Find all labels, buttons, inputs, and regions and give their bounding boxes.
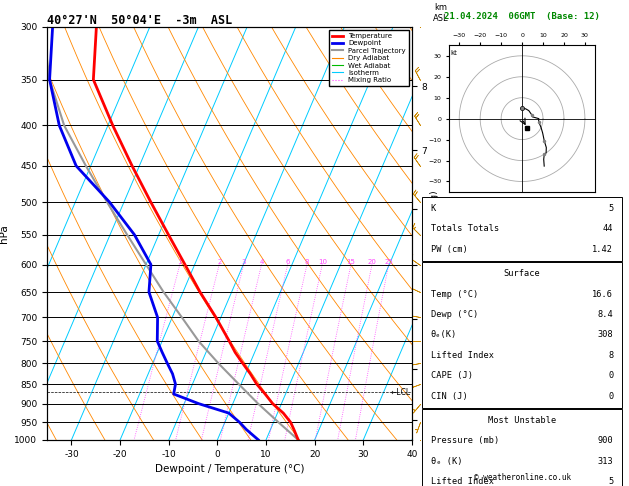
- Text: 4: 4: [259, 259, 264, 264]
- Text: CIN (J): CIN (J): [431, 392, 467, 400]
- Text: Lifted Index: Lifted Index: [431, 477, 494, 486]
- Text: PW (cm): PW (cm): [431, 245, 467, 254]
- Text: 44: 44: [603, 225, 613, 233]
- Text: Most Unstable: Most Unstable: [488, 416, 556, 425]
- Text: km
ASL: km ASL: [433, 3, 449, 22]
- Text: CAPE (J): CAPE (J): [431, 371, 473, 380]
- Text: 10: 10: [318, 259, 326, 264]
- Bar: [423, 262, 621, 408]
- Text: 8: 8: [304, 259, 309, 264]
- Text: 0: 0: [608, 371, 613, 380]
- Bar: [423, 197, 621, 261]
- Text: Lifted Index: Lifted Index: [431, 351, 494, 360]
- Text: 1.42: 1.42: [593, 245, 613, 254]
- Text: Dewp (°C): Dewp (°C): [431, 310, 478, 319]
- Text: 40°27'N  50°04'E  -3m  ASL: 40°27'N 50°04'E -3m ASL: [47, 14, 233, 27]
- Text: 1: 1: [177, 259, 182, 264]
- Text: Pressure (mb): Pressure (mb): [431, 436, 499, 445]
- Text: ←LCL: ←LCL: [391, 387, 411, 397]
- Text: 20: 20: [367, 259, 376, 264]
- Text: 8.4: 8.4: [598, 310, 613, 319]
- Text: 15: 15: [347, 259, 355, 264]
- Text: Temp (°C): Temp (°C): [431, 290, 478, 298]
- Text: 16.6: 16.6: [593, 290, 613, 298]
- Text: © weatheronline.co.uk: © weatheronline.co.uk: [474, 473, 571, 482]
- Text: K: K: [431, 204, 436, 213]
- Bar: [423, 409, 621, 486]
- Text: 900: 900: [598, 436, 613, 445]
- Y-axis label: Mixing Ratio (g/kg): Mixing Ratio (g/kg): [430, 191, 439, 276]
- Text: 308: 308: [598, 330, 613, 339]
- Text: kt: kt: [451, 50, 458, 55]
- Text: Surface: Surface: [504, 269, 540, 278]
- Text: 6: 6: [286, 259, 290, 264]
- X-axis label: Dewpoint / Temperature (°C): Dewpoint / Temperature (°C): [155, 464, 304, 474]
- Text: 3: 3: [242, 259, 246, 264]
- Text: 5: 5: [608, 477, 613, 486]
- Text: 21.04.2024  06GMT  (Base: 12): 21.04.2024 06GMT (Base: 12): [444, 12, 600, 21]
- Y-axis label: hPa: hPa: [0, 224, 9, 243]
- Text: 5: 5: [608, 204, 613, 213]
- Legend: Temperature, Dewpoint, Parcel Trajectory, Dry Adiabat, Wet Adiabat, Isotherm, Mi: Temperature, Dewpoint, Parcel Trajectory…: [330, 30, 408, 86]
- Text: 8: 8: [608, 351, 613, 360]
- Text: 0: 0: [608, 392, 613, 400]
- Text: θₑ (K): θₑ (K): [431, 457, 462, 466]
- Text: Totals Totals: Totals Totals: [431, 225, 499, 233]
- Text: 313: 313: [598, 457, 613, 466]
- Text: θₑ(K): θₑ(K): [431, 330, 457, 339]
- Text: 2: 2: [217, 259, 221, 264]
- Text: 25: 25: [384, 259, 393, 264]
